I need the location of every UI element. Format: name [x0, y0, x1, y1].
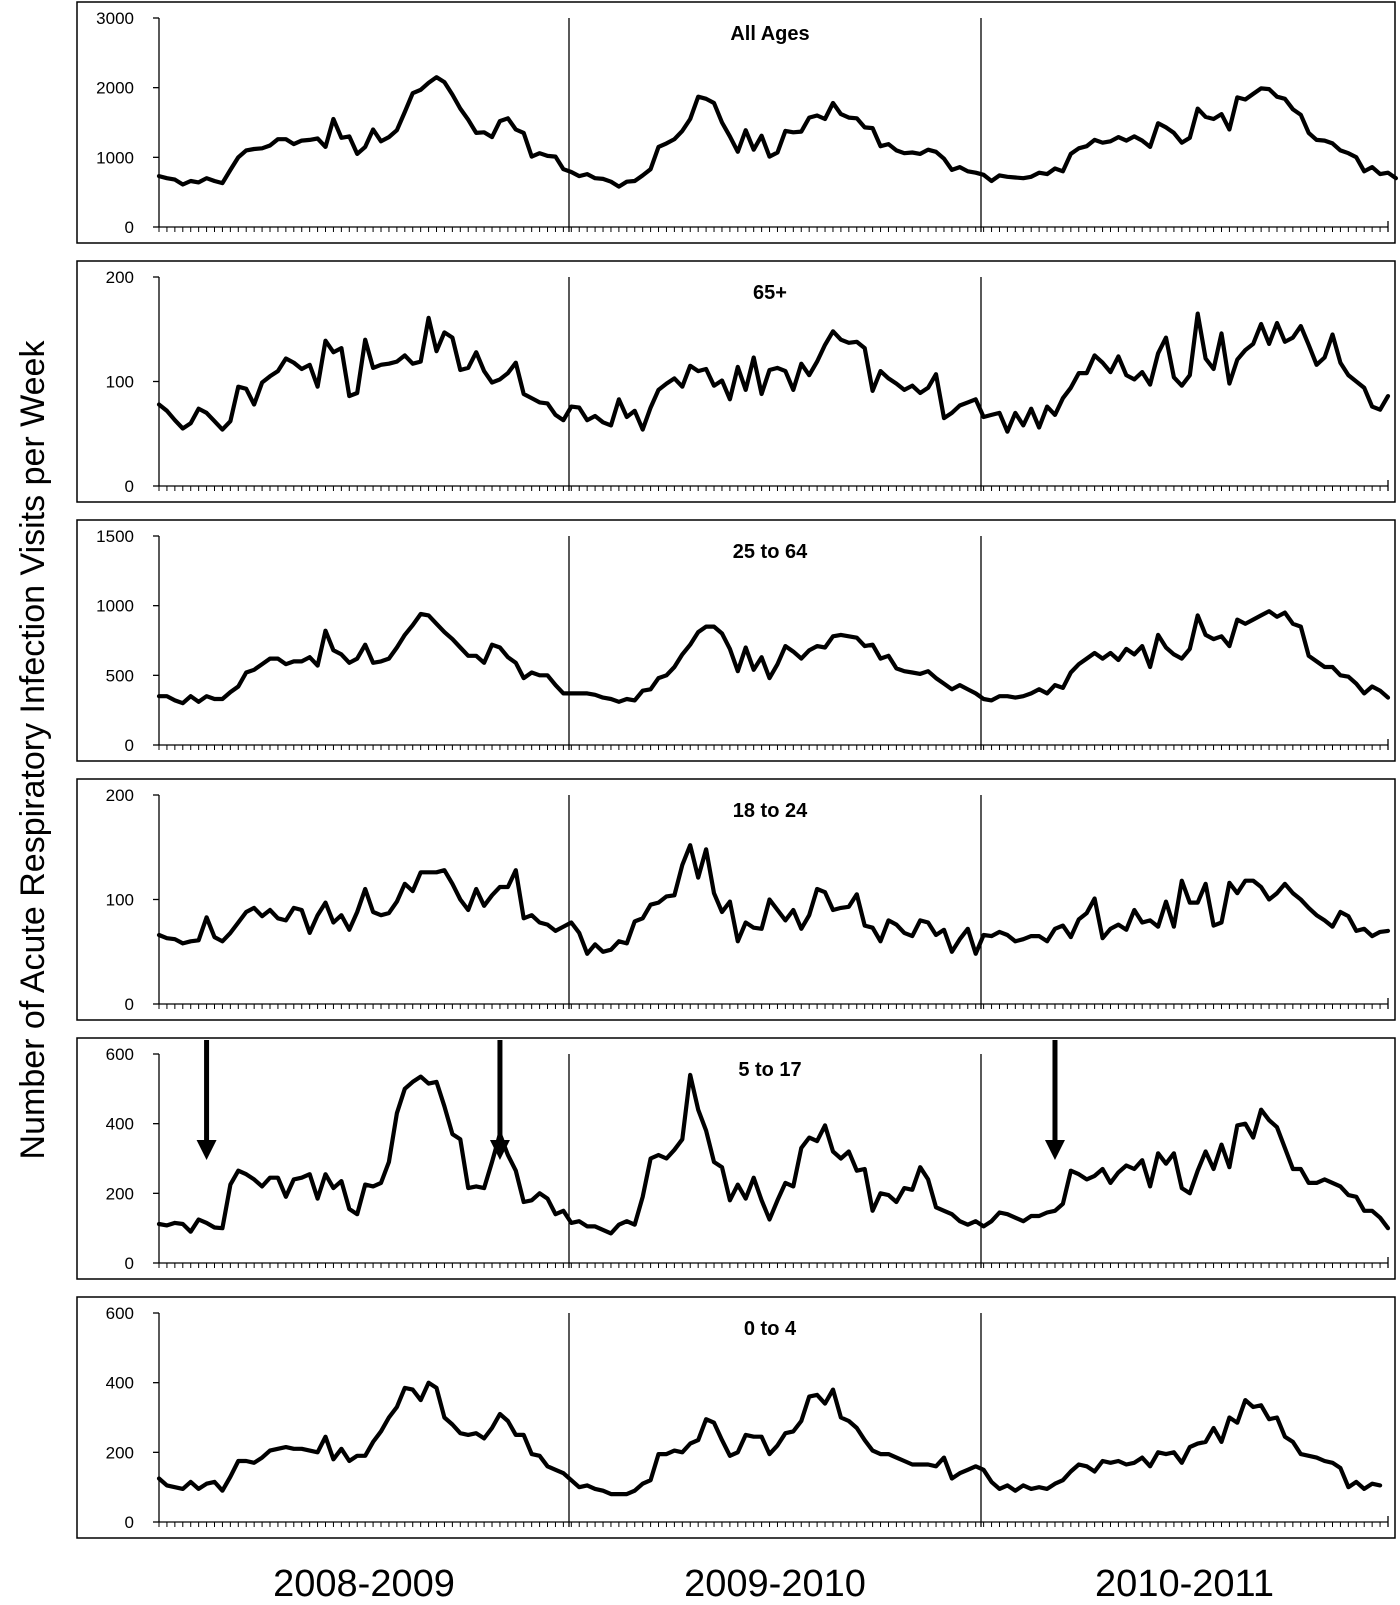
y-tick-label: 0 [125, 477, 134, 496]
series-line [156, 609, 1391, 706]
panel-5: 0 200 400 600 0 to 4 [76, 1296, 1396, 1539]
y-tick-label: 400 [106, 1115, 134, 1134]
y-tick-label: 1500 [96, 527, 134, 546]
y-tick-label: 0 [125, 736, 134, 755]
y-tick-label: 200 [106, 268, 134, 287]
annotation-arrow-head [196, 1140, 217, 1160]
annotation-arrow-head [1044, 1140, 1065, 1160]
series-line [156, 1072, 1391, 1236]
panel-title: 5 to 17 [738, 1059, 801, 1081]
series-line [156, 843, 1391, 956]
y-tick-label: 400 [106, 1374, 134, 1393]
panel-frame [76, 1296, 1396, 1539]
panel-frame [76, 1037, 1396, 1280]
panel-frame [76, 1, 1396, 244]
panel-title: 25 to 64 [733, 541, 808, 563]
y-tick-label: 1000 [96, 148, 134, 167]
panel-title: All Ages [730, 23, 809, 45]
y-tick-label: 100 [106, 373, 134, 392]
y-tick-label: 600 [106, 1045, 134, 1064]
season-label: 2008-2009 [273, 1563, 455, 1605]
panel-1: 0 100 200 65+ [76, 260, 1396, 503]
season-label: 2009-2010 [684, 1563, 866, 1605]
panel-title: 65+ [753, 282, 787, 304]
panel-frame [76, 519, 1396, 762]
y-tick-label: 2000 [96, 79, 134, 98]
panel-3: 0 100 200 18 to 24 [76, 778, 1396, 1021]
annotation-arrow-head [489, 1140, 510, 1160]
panel-2: 0 500 1000 1500 25 to 64 [76, 519, 1396, 762]
y-tick-label: 3000 [96, 9, 134, 28]
season-labels: 2008-2009 2009-2010 2010-2011 [273, 1563, 1274, 1605]
season-label: 2010-2011 [1095, 1563, 1274, 1605]
y-tick-label: 100 [106, 891, 134, 910]
panel-0: 0 1000 2000 3000 All Ages [76, 1, 1398, 244]
y-tick-label: 0 [125, 995, 134, 1014]
y-axis-label: Number of Acute Respiratory Infection Vi… [14, 340, 52, 1160]
y-tick-label: 200 [106, 1184, 134, 1203]
y-tick-label: 500 [106, 666, 134, 685]
y-tick-label: 0 [125, 1254, 134, 1273]
panel-frame [76, 260, 1396, 503]
y-tick-label: 0 [125, 218, 134, 237]
series-line [156, 311, 1391, 434]
panel-4: 0 200 400 600 5 to 17 [76, 1037, 1396, 1280]
panel-title: 18 to 24 [733, 800, 808, 822]
series-line [156, 75, 1398, 189]
y-tick-label: 200 [106, 1443, 134, 1462]
y-tick-label: 600 [106, 1304, 134, 1323]
y-tick-label: 0 [125, 1513, 134, 1532]
y-tick-label: 1000 [96, 597, 134, 616]
panel-frame [76, 778, 1396, 1021]
series-line [156, 1380, 1383, 1497]
panel-title: 0 to 4 [744, 1318, 797, 1340]
y-tick-label: 200 [106, 786, 134, 805]
